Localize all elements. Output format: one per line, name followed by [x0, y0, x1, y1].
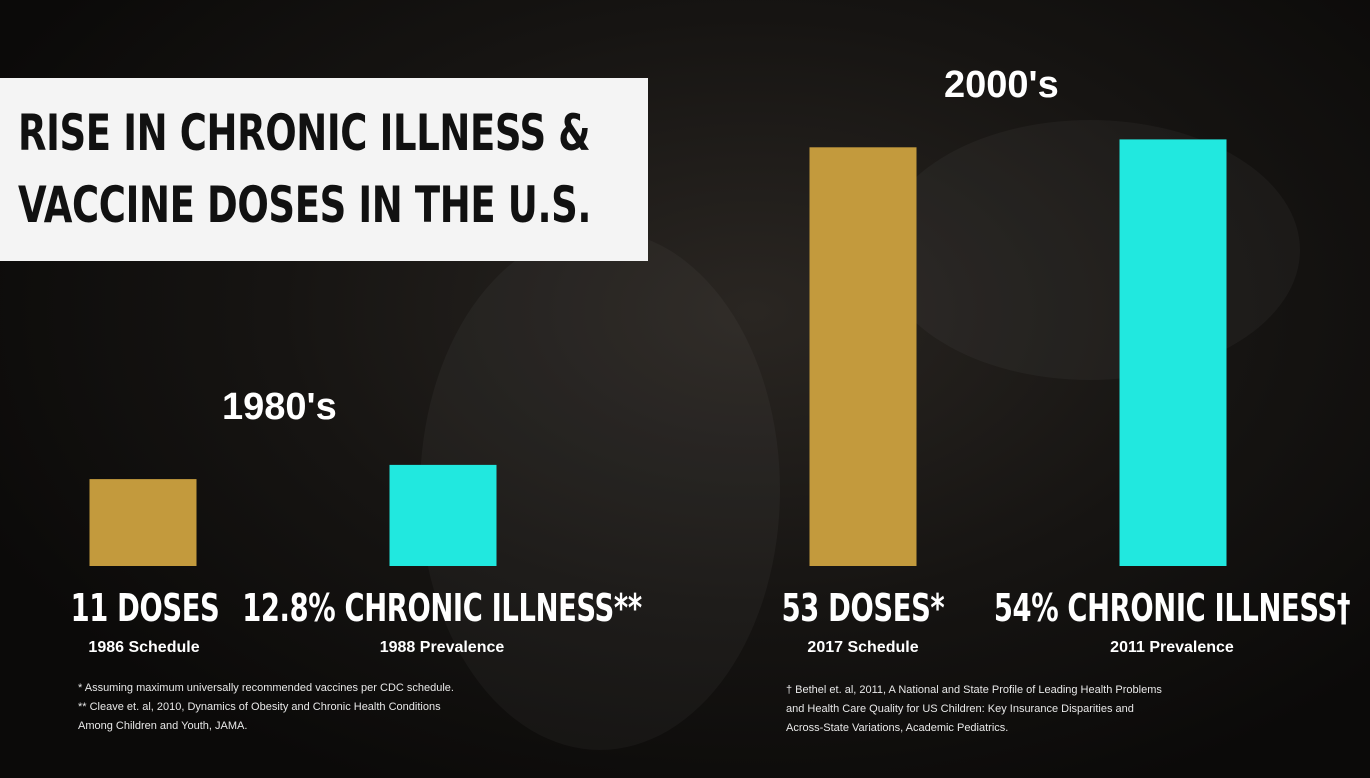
bar-sublabel-2011-illness: 2011 Prevalence	[1110, 639, 1234, 656]
bar-label-2017-doses: 53 DOSES*	[781, 586, 945, 630]
footnote-right: † Bethel et. al, 2011, A National and St…	[786, 681, 1162, 738]
bar-2017-doses	[809, 147, 917, 567]
bar-sublabel-1986-doses: 1986 Schedule	[88, 639, 200, 656]
bar-1988-illness	[389, 464, 497, 566]
bar-label-1986-doses: 11 DOSES	[70, 586, 220, 630]
bar-sublabel-2017-doses: 2017 Schedule	[807, 639, 919, 656]
era-label-2000s: 2000's	[944, 64, 1059, 106]
footnote-line: * Assuming maximum universally recommend…	[78, 682, 454, 694]
footnote-line: and Health Care Quality for US Children:…	[786, 703, 1134, 715]
bar-1986-doses	[89, 479, 197, 566]
bar-2011-illness	[1119, 139, 1227, 566]
chart-title-line-2: VACCINE DOSES IN THE U.S.	[18, 176, 592, 234]
chart-title-line-1: RISE IN CHRONIC ILLNESS &	[18, 104, 591, 162]
bar-sublabel-1988-illness: 1988 Prevalence	[379, 639, 505, 656]
footnote-line: Across-State Variations, Academic Pediat…	[786, 722, 1009, 734]
footnote-left: * Assuming maximum universally recommend…	[78, 679, 454, 736]
bar-label-2011-illness: 54% CHRONIC ILLNESS†	[993, 586, 1351, 630]
footnote-line: ** Cleave et. al, 2010, Dynamics of Obes…	[78, 701, 441, 713]
bar-label-1988-illness: 12.8% CHRONIC ILLNESS**	[242, 586, 642, 630]
title-box: RISE IN CHRONIC ILLNESS & VACCINE DOSES …	[0, 78, 648, 261]
footnote-line: † Bethel et. al, 2011, A National and St…	[786, 684, 1162, 696]
era-label-1980s: 1980's	[222, 386, 337, 428]
footnote-line: Among Children and Youth, JAMA.	[78, 720, 248, 732]
